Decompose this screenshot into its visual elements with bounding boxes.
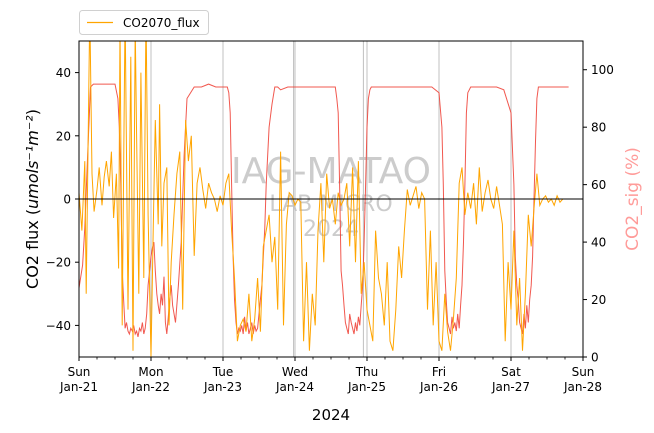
left-axis-ticks: −40 −20 0 20 40 [46, 66, 79, 333]
x-tick-date-5: Jan-26 [419, 380, 458, 394]
x-tick-day-1: Mon [138, 365, 163, 379]
x-tick-day-3: Wed [282, 365, 308, 379]
left-axis-label-unit: umols⁻¹m⁻² [23, 115, 42, 209]
left-tick-label-4: 40 [56, 66, 71, 80]
x-axis-label: 2024 [312, 406, 350, 424]
x-tick-day-4: Thu [355, 365, 379, 379]
x-tick-date-7: Jan-28 [563, 380, 602, 394]
left-tick-label-2: 0 [63, 193, 71, 207]
right-axis-ticks: 0 20 40 60 80 100 [583, 63, 614, 365]
x-tick-day-5: Fri [432, 365, 446, 379]
left-axis-label-main: CO2 flux ( [23, 209, 42, 289]
x-axis-ticks: SunJan-21MonJan-22TueJan-23WedJan-24ThuJ… [59, 357, 602, 394]
legend-box [79, 10, 209, 35]
right-tick-label-3: 60 [591, 178, 606, 192]
x-tick-date-3: Jan-24 [275, 380, 314, 394]
right-tick-label-2: 40 [591, 236, 606, 250]
watermark-line-1: IAG-MATAO [231, 151, 431, 192]
left-tick-label-3: 20 [56, 129, 71, 143]
x-tick-date-2: Jan-23 [203, 380, 242, 394]
x-tick-day-7: Sun [572, 365, 595, 379]
left-axis-label: CO2 flux (umols⁻¹m⁻²) [23, 109, 42, 289]
x-tick-date-4: Jan-25 [347, 380, 386, 394]
x-tick-day-6: Sat [501, 365, 521, 379]
watermark: IAG-MATAO LAB MICRO 2024 [231, 151, 431, 242]
left-axis-label-end: ) [23, 109, 42, 115]
left-tick-label-1: −20 [46, 256, 71, 270]
right-tick-label-5: 100 [591, 63, 614, 77]
x-tick-date-1: Jan-22 [131, 380, 170, 394]
x-tick-date-0: Jan-21 [59, 380, 98, 394]
x-tick-date-6: Jan-27 [491, 380, 530, 394]
right-tick-label-1: 20 [591, 293, 606, 307]
x-tick-day-0: Sun [68, 365, 91, 379]
legend: CO2070_flux [79, 10, 209, 35]
series-line-co2070-flux [79, 41, 566, 357]
right-axis-label: CO2_sig (%) [623, 147, 643, 251]
legend-label-co2070-flux: CO2070_flux [123, 16, 200, 30]
x-tick-day-2: Tue [212, 365, 234, 379]
right-tick-label-0: 0 [591, 351, 599, 365]
left-tick-label-0: −40 [46, 319, 71, 333]
right-tick-label-4: 80 [591, 121, 606, 135]
